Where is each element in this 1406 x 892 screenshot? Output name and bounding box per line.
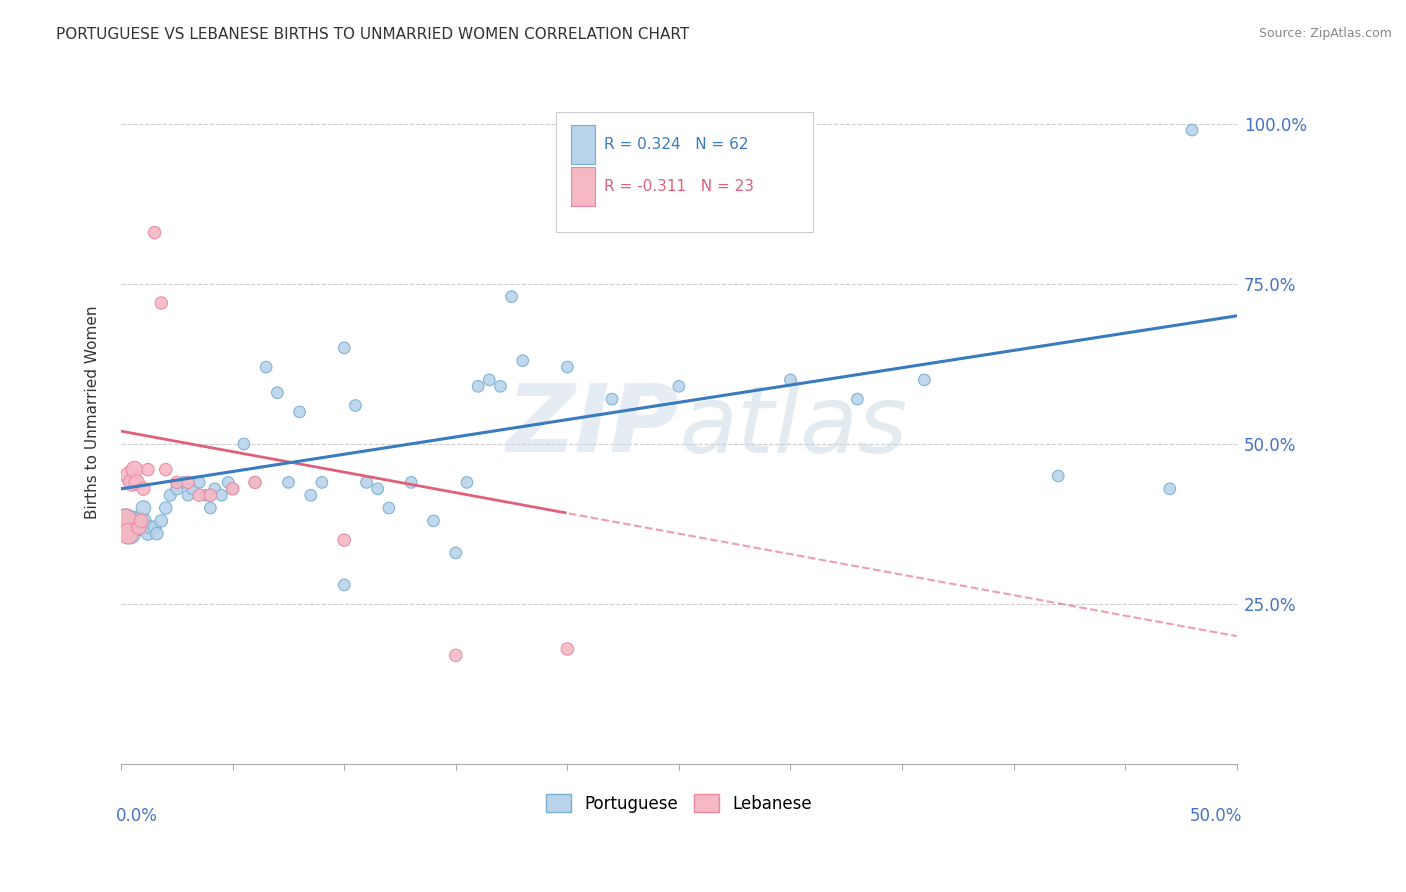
Text: atlas: atlas <box>679 381 907 472</box>
Point <box>177 475 200 490</box>
Point <box>557 360 579 375</box>
Point <box>128 520 150 534</box>
Point <box>333 533 356 547</box>
Point <box>124 462 146 476</box>
Point <box>125 514 148 528</box>
FancyBboxPatch shape <box>557 112 813 232</box>
Point <box>143 226 166 240</box>
Bar <box>571 125 595 163</box>
Point <box>166 475 188 490</box>
Point <box>211 488 233 502</box>
Point <box>114 514 136 528</box>
Text: 0.0%: 0.0% <box>115 806 157 824</box>
Point <box>512 353 534 368</box>
Legend: Portuguese, Lebanese: Portuguese, Lebanese <box>538 788 818 820</box>
Point <box>132 514 155 528</box>
Point <box>456 475 478 490</box>
Point <box>125 475 148 490</box>
Point <box>135 520 157 534</box>
Point <box>200 501 222 516</box>
Point <box>117 520 139 534</box>
Point <box>333 341 356 355</box>
Point <box>121 475 143 490</box>
Point <box>181 482 204 496</box>
Point <box>501 290 523 304</box>
Point <box>128 514 150 528</box>
Point <box>912 373 935 387</box>
Point <box>155 462 177 476</box>
Point <box>668 379 690 393</box>
Point <box>129 514 152 528</box>
Point <box>129 520 152 534</box>
Point <box>194 488 217 502</box>
Point <box>139 520 162 534</box>
Point <box>120 526 142 541</box>
Point <box>277 475 299 490</box>
Point <box>779 373 801 387</box>
Point <box>333 578 356 592</box>
Point <box>217 475 239 490</box>
Point <box>188 475 211 490</box>
Point <box>444 648 467 663</box>
Point <box>344 399 367 413</box>
Point <box>150 296 173 310</box>
Point <box>143 520 166 534</box>
Point <box>600 392 623 406</box>
Text: ZIP: ZIP <box>506 380 679 472</box>
Point <box>188 488 211 502</box>
Point <box>266 385 288 400</box>
Text: Source: ZipAtlas.com: Source: ZipAtlas.com <box>1258 27 1392 40</box>
Point <box>1181 123 1204 137</box>
Point <box>132 482 155 496</box>
Point <box>846 392 869 406</box>
Point <box>173 475 195 490</box>
Text: PORTUGUESE VS LEBANESE BIRTHS TO UNMARRIED WOMEN CORRELATION CHART: PORTUGUESE VS LEBANESE BIRTHS TO UNMARRI… <box>56 27 689 42</box>
Text: 50.0%: 50.0% <box>1189 806 1243 824</box>
Point <box>117 526 139 541</box>
Text: R = -0.311   N = 23: R = -0.311 N = 23 <box>605 179 754 194</box>
Text: R = 0.324   N = 62: R = 0.324 N = 62 <box>605 136 748 152</box>
Point <box>489 379 512 393</box>
Point <box>367 482 389 496</box>
Point <box>221 482 243 496</box>
Point <box>422 514 444 528</box>
Point <box>311 475 333 490</box>
Point <box>378 501 401 516</box>
Point <box>288 405 311 419</box>
Point <box>136 526 159 541</box>
Bar <box>571 167 595 206</box>
Point <box>136 462 159 476</box>
Point <box>120 469 142 483</box>
Point <box>200 488 222 502</box>
Point <box>121 514 143 528</box>
Point <box>232 437 254 451</box>
Point <box>1159 482 1181 496</box>
Point <box>177 488 200 502</box>
Point <box>112 520 135 534</box>
Point <box>467 379 489 393</box>
Point <box>299 488 322 502</box>
Point <box>112 520 135 534</box>
Point <box>243 475 266 490</box>
Point <box>356 475 378 490</box>
Point <box>132 501 155 516</box>
Point <box>146 526 169 541</box>
Point <box>114 514 136 528</box>
Point <box>204 482 226 496</box>
Point <box>150 514 173 528</box>
Point <box>166 482 188 496</box>
Point <box>478 373 501 387</box>
Point <box>254 360 277 375</box>
Point <box>221 482 243 496</box>
Point <box>155 501 177 516</box>
Point <box>159 488 181 502</box>
Point <box>444 546 467 560</box>
Point <box>124 520 146 534</box>
Point <box>243 475 266 490</box>
Point <box>557 642 579 657</box>
Point <box>399 475 422 490</box>
Y-axis label: Births to Unmarried Women: Births to Unmarried Women <box>86 305 100 518</box>
Point <box>1047 469 1070 483</box>
